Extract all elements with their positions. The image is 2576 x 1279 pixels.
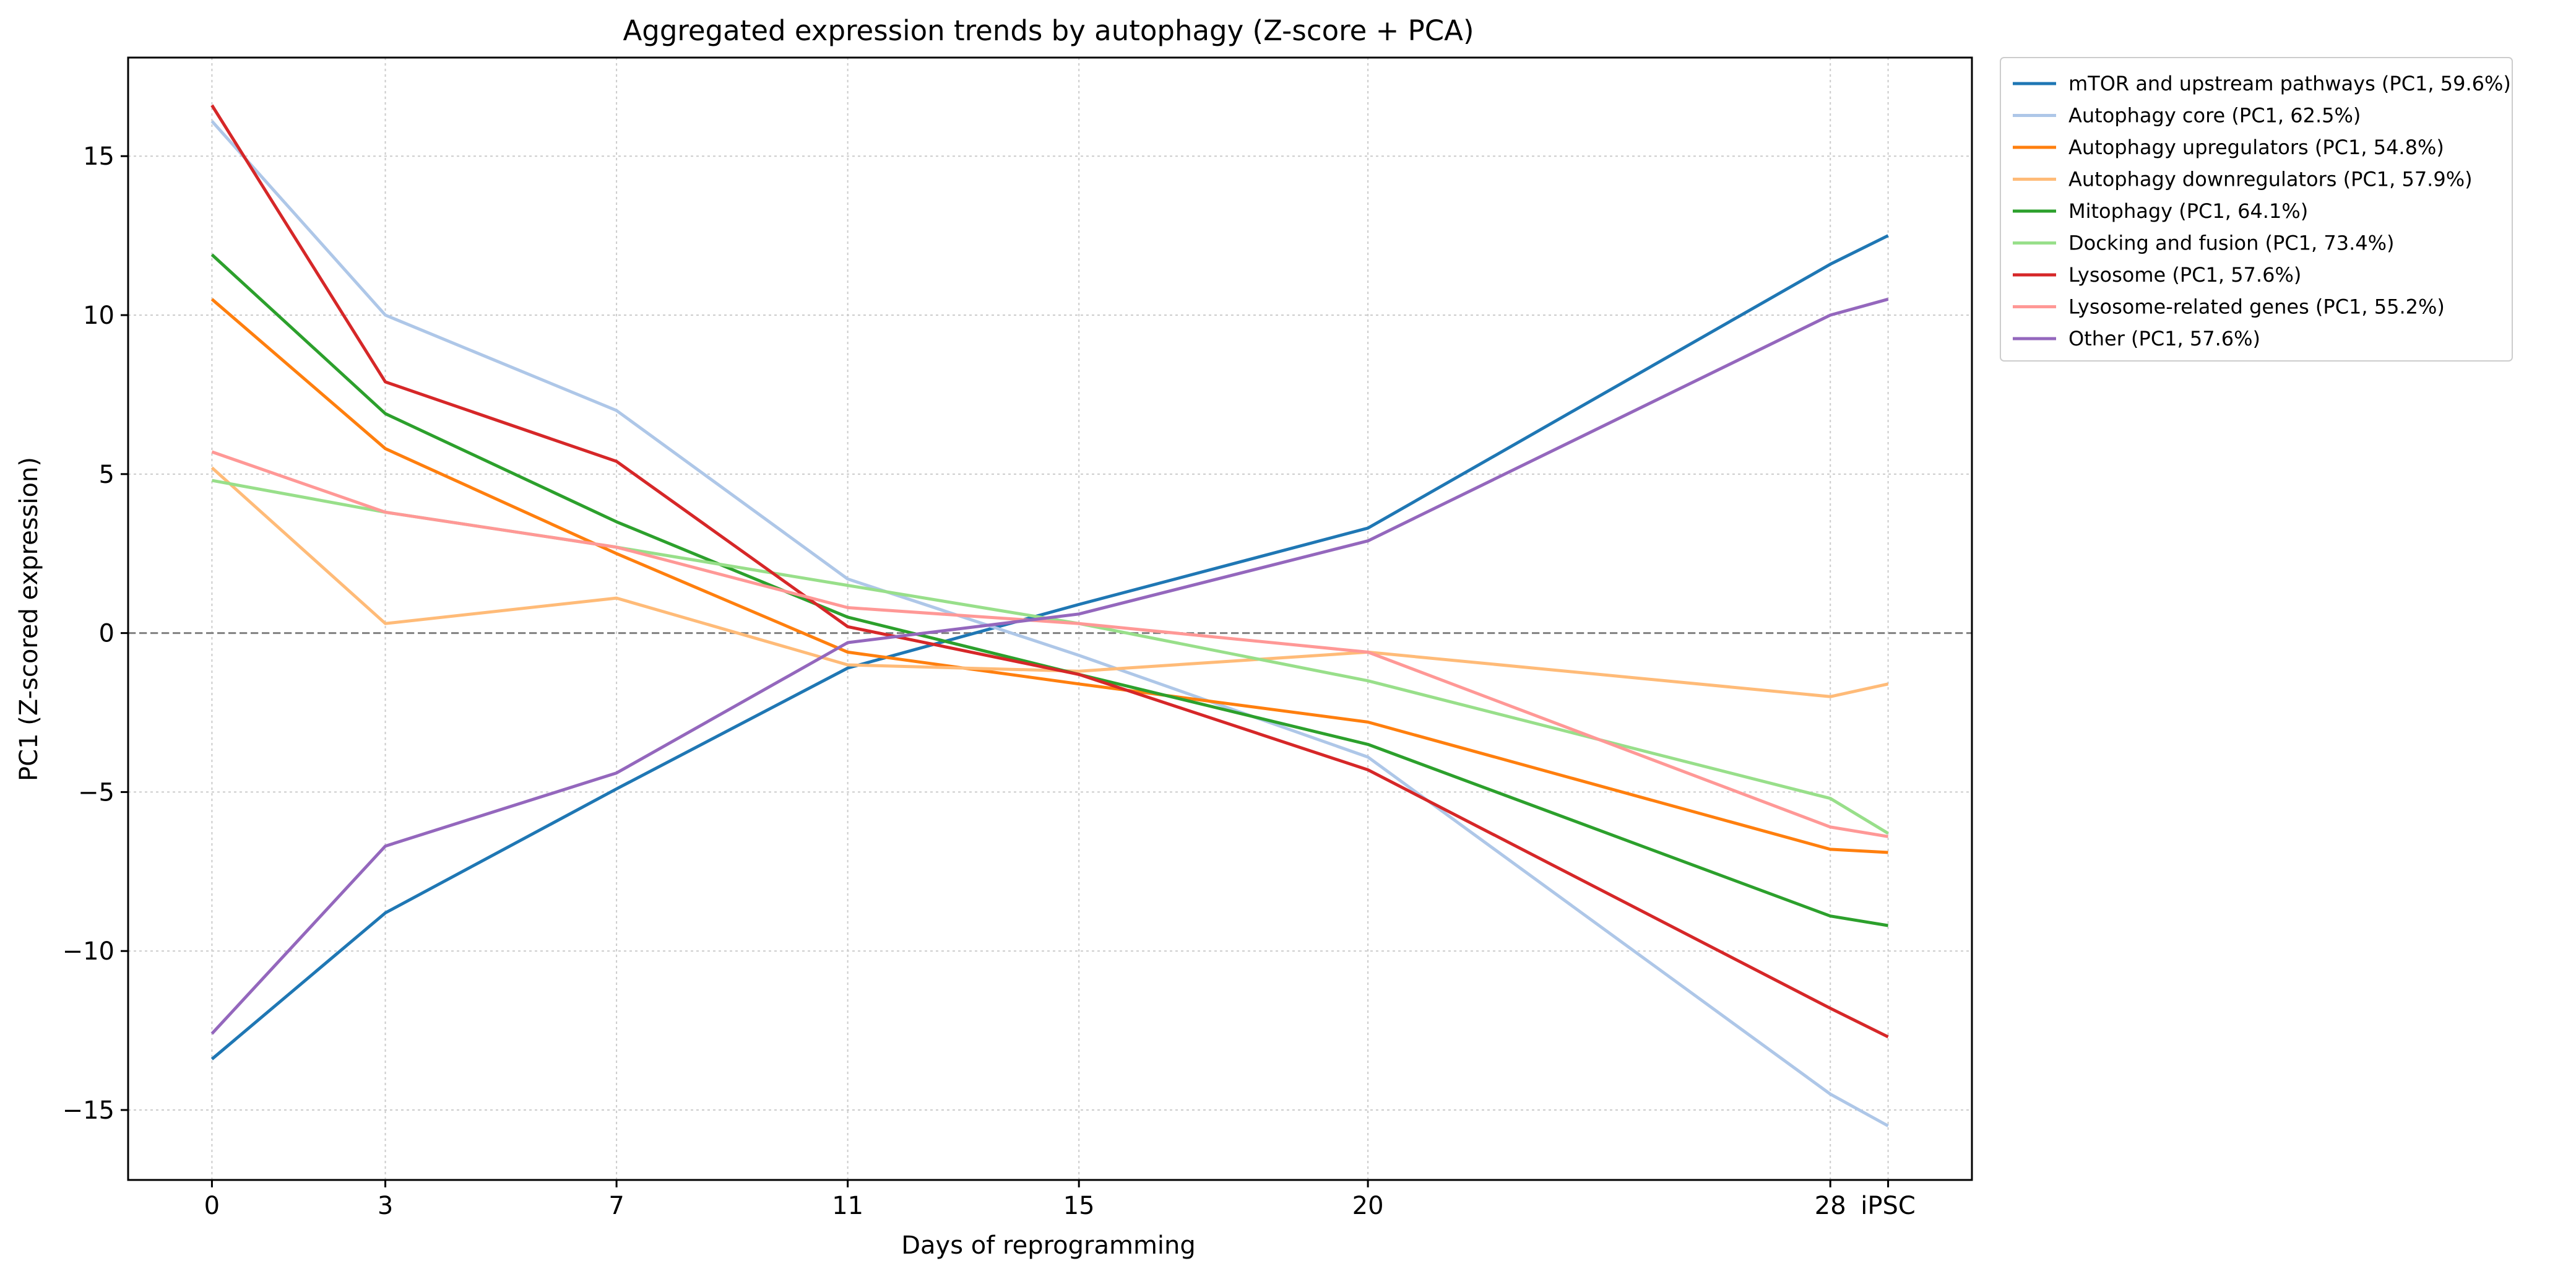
- legend-label-2: Autophagy upregulators (PC1, 54.8%): [2068, 136, 2444, 159]
- legend-label-0: mTOR and upstream pathways (PC1, 59.6%): [2068, 72, 2511, 95]
- x-axis-ticks: 0 3 7 11 15 20 28 iPSC: [204, 1180, 1916, 1220]
- y-tick-label: −15: [63, 1096, 115, 1125]
- y-tick-label: 15: [83, 142, 115, 171]
- x-tick-label: 28: [1815, 1192, 1846, 1220]
- legend: mTOR and upstream pathways (PC1, 59.6%) A…: [2000, 57, 2513, 362]
- x-tick-label: 3: [378, 1192, 393, 1220]
- chart-title: Aggregated expression trends by autophag…: [623, 14, 1474, 47]
- y-axis-label: PC1 (Z-scored expression): [15, 457, 43, 781]
- series-line-3: [210, 466, 1889, 698]
- legend-label-8: Other (PC1, 57.6%): [2068, 327, 2260, 350]
- legend-label-3: Autophagy downregulators (PC1, 57.9%): [2068, 168, 2473, 191]
- series-lines: [210, 104, 1889, 1127]
- series-line-7: [211, 450, 1889, 838]
- series-line-0: [210, 234, 1889, 1060]
- y-tick-label: 5: [99, 461, 115, 489]
- x-tick-label: iPSC: [1861, 1192, 1916, 1220]
- y-tick-label: −5: [78, 778, 115, 807]
- x-tick-label: 20: [1352, 1192, 1384, 1220]
- y-axis-ticks: −15 −10 −5 0 5 10 15: [63, 142, 128, 1125]
- series-line-1: [210, 120, 1889, 1127]
- x-tick-label: 0: [204, 1192, 220, 1220]
- y-tick-label: 0: [99, 620, 115, 648]
- series-line-6: [210, 104, 1889, 1039]
- plot-frame: [127, 56, 1973, 1181]
- x-tick-label: 15: [1063, 1192, 1095, 1220]
- legend-label-5: Docking and fusion (PC1, 73.4%): [2068, 232, 2394, 255]
- x-tick-label: 7: [608, 1192, 624, 1220]
- series-line-8: [210, 297, 1889, 1035]
- x-tick-label: 11: [832, 1192, 863, 1220]
- legend-label-6: Lysosome (PC1, 57.6%): [2068, 263, 2301, 287]
- legend-box: [2000, 57, 2513, 362]
- legend-label-1: Autophagy core (PC1, 62.5%): [2068, 104, 2361, 128]
- y-tick-label: −10: [63, 937, 115, 966]
- x-axis-label: Days of reprogramming: [901, 1231, 1196, 1260]
- legend-label-7: Lysosome-related genes (PC1, 55.2%): [2068, 295, 2445, 319]
- series-line-4: [210, 253, 1889, 927]
- legend-label-4: Mitophagy (PC1, 64.1%): [2068, 199, 2308, 223]
- y-tick-label: 10: [83, 301, 115, 330]
